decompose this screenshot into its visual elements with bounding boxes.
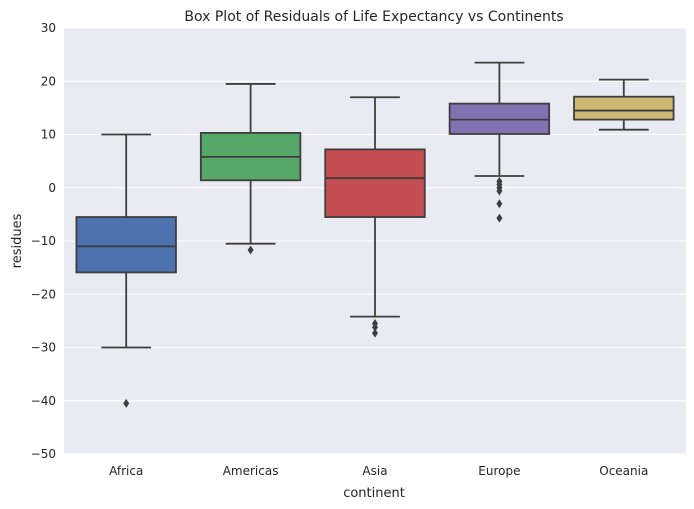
x-tick-label: Europe [478,464,520,478]
y-tick-label: −50 [31,447,56,461]
y-tick-label: 10 [41,128,56,142]
y-tick-label: −30 [31,341,56,355]
box-body [75,216,177,274]
outlier-point [372,322,378,332]
box-europe [448,61,551,223]
outlier-point [496,186,503,196]
outlier-point [123,398,130,408]
outlier-point [372,328,378,338]
x-tick-label: Africa [109,464,143,478]
x-tick-label: Asia [362,464,387,478]
y-tick-label: 20 [41,74,56,88]
boxes-layer [75,61,675,408]
y-tick-label: 30 [41,21,56,35]
outlier-point [496,213,503,223]
box-asia [324,96,426,338]
box-oceania [573,78,675,131]
x-tick-label: Americas [223,464,279,478]
y-tick-label: −40 [31,394,56,408]
outlier-point [247,245,254,255]
box-africa [75,133,177,408]
box-body [324,148,426,218]
box-body [573,95,675,121]
chart-title: Box Plot of Residuals of Life Expectancy… [184,9,563,25]
x-tick-labels: Africa Americas Asia Europe Oceania [109,464,648,478]
box-americas [199,83,302,255]
y-axis-label: residues [10,213,25,268]
x-axis-label: continent [343,486,405,501]
y-tick-label: −10 [31,234,56,248]
outlier-point [496,199,503,209]
y-tick-label: 0 [48,181,56,195]
y-tick-label: −20 [31,287,56,301]
x-tick-label: Oceania [599,464,648,478]
y-tick-labels: 30 20 10 0 −10 −20 −30 −40 −50 [31,21,56,461]
